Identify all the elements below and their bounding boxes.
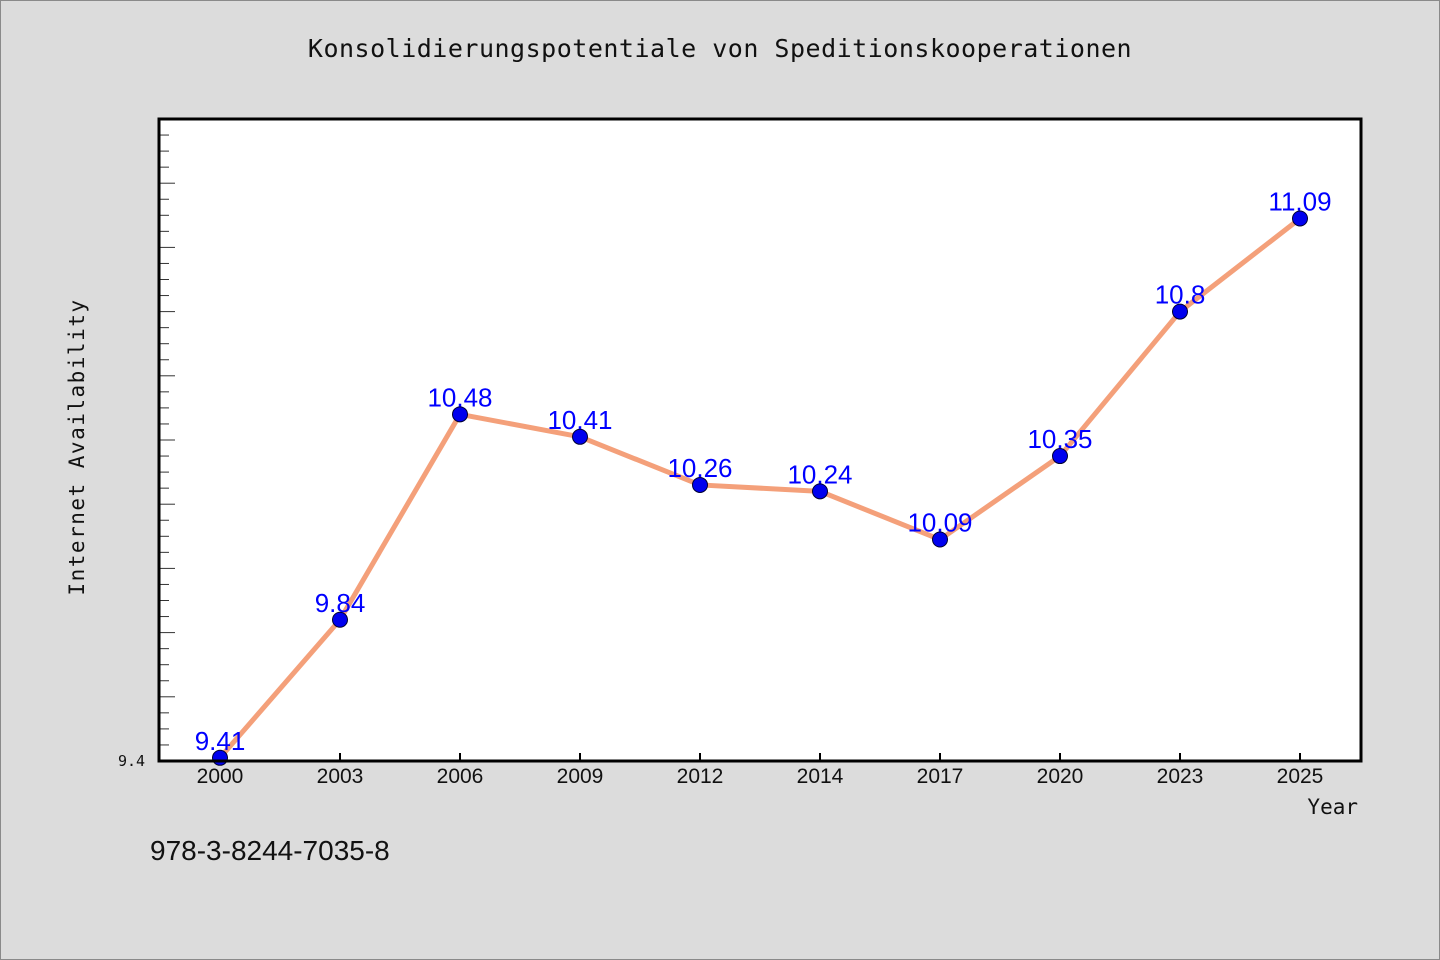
x-tick-label: 2003 xyxy=(317,765,364,788)
data-point xyxy=(452,406,468,423)
data-point xyxy=(572,428,588,445)
x-axis-label: Year xyxy=(1307,795,1358,819)
y-axis-ticks xyxy=(159,134,175,746)
x-tick-label: 2020 xyxy=(1037,765,1084,788)
data-point xyxy=(1292,210,1308,227)
x-tick-label: 2023 xyxy=(1157,765,1204,788)
data-label: 11.09 xyxy=(1268,187,1331,217)
data-label: 10.8 xyxy=(1155,280,1206,310)
data-point xyxy=(932,531,948,548)
data-label: 9.41 xyxy=(195,726,246,756)
x-tick-label: 2000 xyxy=(197,765,244,788)
plot-border xyxy=(157,117,1363,763)
x-tick-label: 2009 xyxy=(557,765,604,788)
plot-area xyxy=(159,119,1361,761)
data-point xyxy=(332,611,348,628)
x-tick-label: 2012 xyxy=(677,765,724,788)
x-tick-label: 2017 xyxy=(917,765,964,788)
y-tick-label: 9.4 xyxy=(118,752,145,770)
x-tick-label: 2006 xyxy=(437,765,484,788)
data-label: 10.09 xyxy=(907,508,972,538)
data-point xyxy=(692,476,708,493)
data-point xyxy=(1172,303,1188,320)
data-label: 10.24 xyxy=(787,459,852,489)
y-axis-label: Internet Availability xyxy=(65,298,89,596)
x-axis-ticks: 2000 2003 2006 2009 2012 2014 2017 2020 2023 2025 xyxy=(197,753,1324,788)
data-point xyxy=(1052,448,1068,465)
chart-title: Konsolidierungspotentiale von Speditions… xyxy=(307,34,1133,63)
series-group: 9.41 9.84 10.48 10.41 10.26 10.24 10.09 10.35 10… xyxy=(195,187,1332,766)
series-line xyxy=(217,216,1303,761)
footnote-isbn: 978-3-8244-7035-8 xyxy=(150,835,390,866)
data-label: 9.84 xyxy=(315,588,366,618)
x-tick-label: 2025 xyxy=(1277,765,1324,788)
data-point xyxy=(812,483,828,500)
data-label: 10.48 xyxy=(427,382,492,412)
data-label: 10.26 xyxy=(667,453,732,483)
x-tick-label: 2014 xyxy=(797,765,844,788)
data-label: 10.35 xyxy=(1027,424,1092,454)
data-label: 10.41 xyxy=(547,405,612,435)
